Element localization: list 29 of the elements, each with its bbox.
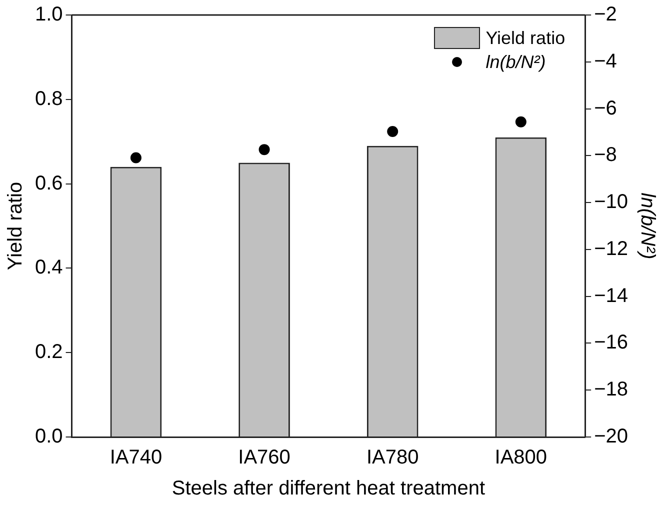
point: [387, 126, 398, 138]
x-tick-label: IA800: [494, 446, 548, 469]
y2-tick-label: −2: [594, 4, 617, 26]
y2-tick-label: −20: [594, 426, 628, 448]
y-axis-title: Yield ratio: [4, 182, 27, 270]
y-tick-label: 0.4: [34, 256, 63, 279]
y-tick-label: 0.2: [34, 341, 63, 364]
y2-tick-label: −18: [594, 378, 628, 401]
legend-label: Yield ratio: [486, 28, 566, 48]
legend-label: ln(b/N²): [486, 52, 546, 72]
y2-tick-label: −14: [594, 284, 628, 307]
x-tick-label: IA760: [238, 446, 290, 469]
point: [130, 152, 142, 164]
y-tick-label: 0.8: [34, 88, 63, 110]
y2-axis-title: ln(b/N²): [636, 192, 658, 260]
x-tick-label: IA780: [366, 446, 419, 469]
y2-tick-label: −4: [594, 50, 617, 72]
y-tick-label: 0.6: [34, 172, 63, 194]
x-axis-title: Steels after different heat treatment: [172, 478, 486, 500]
y-tick-label: 1.0: [34, 4, 63, 26]
point: [258, 144, 270, 156]
y2-tick-label: −6: [594, 97, 617, 120]
y-tick-label: 0.0: [34, 426, 63, 448]
y2-tick-label: −8: [594, 144, 617, 166]
y2-tick-label: −10: [594, 191, 628, 214]
y2-tick-label: −12: [594, 238, 628, 260]
y2-tick-label: −16: [594, 332, 628, 354]
point: [515, 116, 526, 128]
x-tick-label: IA740: [110, 446, 162, 469]
